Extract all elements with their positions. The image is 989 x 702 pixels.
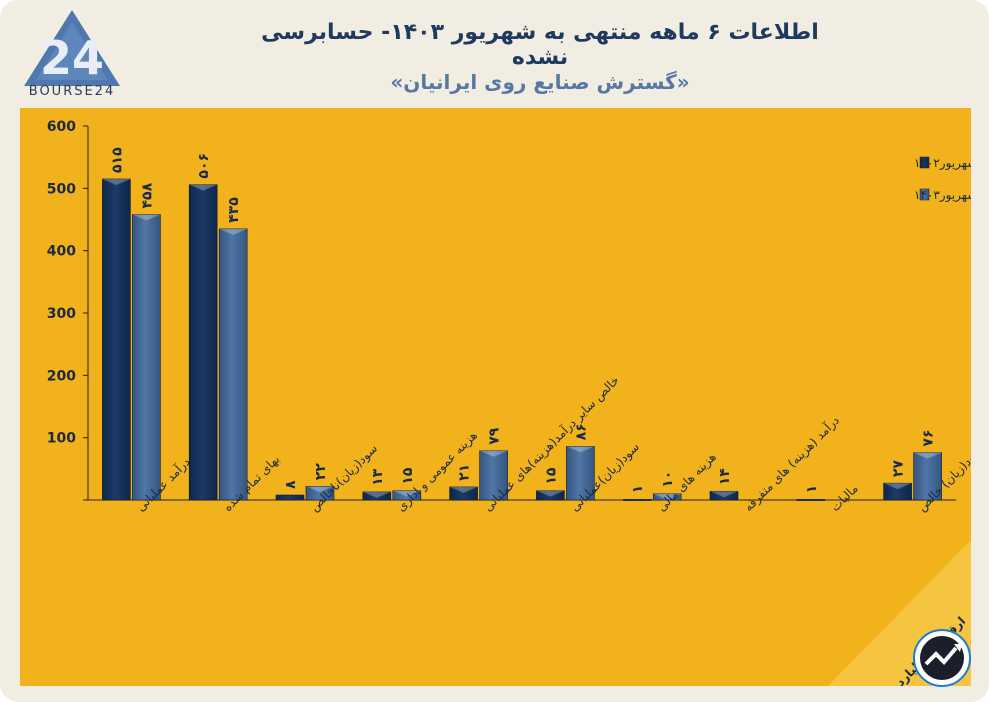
- bar-top-bevel: [189, 184, 218, 191]
- y-tick-label: 100: [47, 431, 76, 447]
- data-label-1402-7: ۱: [630, 485, 646, 494]
- bar-1403-1: [132, 214, 161, 501]
- data-label-1402-6: ۱۵: [543, 467, 559, 485]
- data-label-1403-7: ۱۰: [660, 471, 676, 488]
- bar-1402-10: [883, 482, 912, 501]
- bar-1402-1: [102, 178, 131, 501]
- data-label-1403-4: ۱۵: [400, 467, 416, 485]
- data-label-1402-8: ۱۴: [717, 468, 733, 486]
- bar-top-bevel: [219, 228, 248, 235]
- data-label-1403-5: ۷۹: [487, 427, 503, 445]
- bar-1403-3: [305, 485, 335, 501]
- bar-top-bevel: [536, 490, 565, 497]
- bar-top-bevel: [392, 490, 421, 497]
- bar-1403-7: [652, 493, 682, 501]
- bar-1403-2: [218, 228, 248, 501]
- y-tick-label: 600: [47, 119, 76, 135]
- data-label-1402-4: ۱۳: [370, 468, 386, 486]
- bar-1402-4: [362, 491, 392, 501]
- bar-top-bevel: [362, 491, 391, 498]
- data-label-1403-3: ۲۲: [313, 463, 329, 481]
- bar-top-bevel: [132, 214, 161, 221]
- bar-top-bevel: [913, 452, 942, 459]
- page-subtitle: «گسترش صنایع روی ایرانیان»: [390, 70, 690, 94]
- logo-text: BOURSE24: [28, 84, 116, 99]
- data-label-1403-1: ۴۵۸: [139, 182, 155, 208]
- growth-badge-icon: [912, 628, 972, 692]
- bar-1402-5: [449, 486, 478, 501]
- data-label-1402-5: ۲۱: [457, 464, 473, 481]
- bar-1402-6: [536, 490, 565, 501]
- legend-swatch-1402: [919, 156, 930, 169]
- y-tick-label: 500: [47, 181, 76, 197]
- data-label-1402-9: ۱: [804, 485, 820, 494]
- data-label-1402-1: ۵۱۵: [109, 147, 125, 173]
- bar-top-bevel: [102, 178, 131, 185]
- bar-1402-7: [622, 499, 652, 501]
- svg-text:24: 24: [40, 31, 104, 85]
- data-label-1403-10: ۷۶: [921, 430, 937, 447]
- page-title: اطلاعات ۶ ماهه منتهی به شهریور ۱۴۰۳- حسا…: [261, 20, 819, 70]
- bar-1402-2: [188, 184, 218, 501]
- y-tick-label: 400: [47, 244, 76, 260]
- bar-top-bevel: [710, 491, 738, 498]
- chart-background: [20, 108, 971, 686]
- bar-top-bevel: [566, 446, 595, 453]
- bar-1402-9: [796, 499, 826, 501]
- bar-top-bevel: [883, 483, 912, 490]
- data-label-1403-6: ۸۶: [573, 423, 589, 440]
- data-label-1402-3: ۸: [283, 480, 299, 489]
- legend-swatch-1403: [919, 188, 930, 201]
- bar-top-bevel: [306, 486, 334, 493]
- bourse24-logo: 24: [20, 8, 124, 100]
- data-label-1402-10: ۲۷: [891, 460, 907, 478]
- bar-1403-4: [392, 490, 422, 501]
- y-tick-label: 200: [47, 368, 76, 384]
- bar-1402-8: [709, 490, 739, 501]
- bar-1403-5: [479, 450, 508, 501]
- data-label-1402-2: ۵۰۶: [196, 153, 212, 179]
- y-tick-label: 300: [47, 306, 76, 322]
- bar-top-bevel: [653, 493, 682, 500]
- legend-label-1402: عملکرد منتهی به شهریور۱۴۰۲: [914, 156, 971, 171]
- bar-1403-6: [566, 446, 595, 501]
- bar-top-bevel: [479, 450, 508, 457]
- bar-1402-3: [275, 494, 305, 501]
- data-label-1403-2: ۴۳۵: [226, 197, 242, 223]
- bar-1403-10: [913, 452, 942, 501]
- bar-top-bevel: [449, 486, 478, 493]
